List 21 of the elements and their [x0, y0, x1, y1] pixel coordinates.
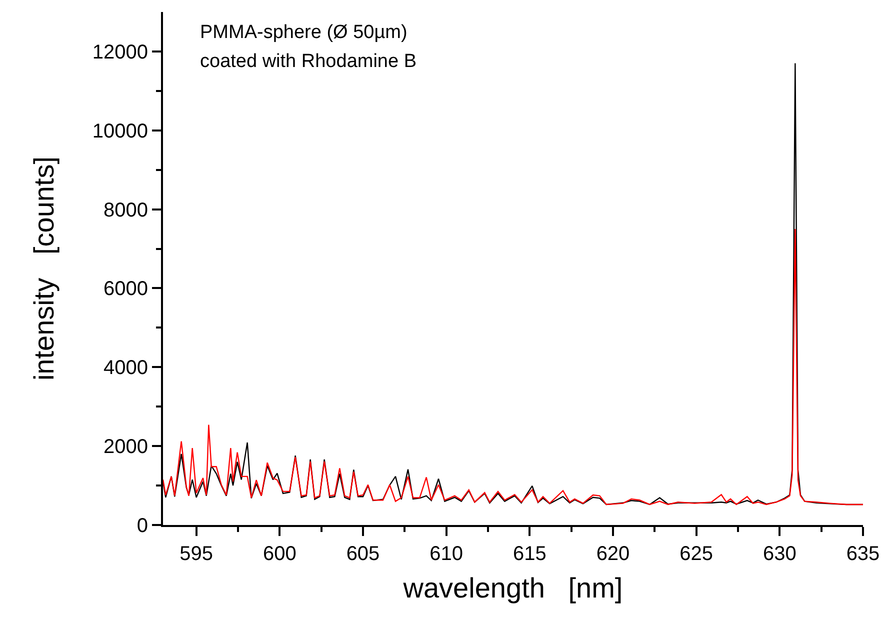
x-tick-label: 620 [596, 543, 630, 565]
y-tick-label: 10000 [92, 120, 148, 142]
x-axis-title: wavelength [nm] [402, 572, 623, 604]
x-tick-label: 605 [346, 543, 380, 565]
x-tick-label: 610 [430, 543, 464, 565]
annotation: PMMA-sphere (Ø 50µm) [200, 22, 408, 43]
line-series [163, 228, 863, 506]
x-tick-label: 600 [262, 543, 296, 565]
y-tick-label: 12000 [92, 41, 148, 64]
y-tick-label: 4000 [104, 357, 148, 380]
y-tick-label: 8000 [104, 199, 148, 222]
x-tick-label: 615 [512, 543, 546, 565]
y-tick-label: 0 [136, 515, 148, 537]
y-tick-label: 6000 [104, 278, 148, 300]
x-tick-label: 635 [846, 543, 880, 565]
x-tick-label: 630 [762, 543, 796, 565]
y-axis-title: intensity [counts] [28, 156, 60, 381]
x-tick-label: 625 [680, 543, 714, 565]
y-tick-label: 2000 [104, 436, 148, 458]
x-tick-label: 595 [180, 543, 214, 565]
annotation: coated with Rhodamine B [200, 51, 417, 72]
